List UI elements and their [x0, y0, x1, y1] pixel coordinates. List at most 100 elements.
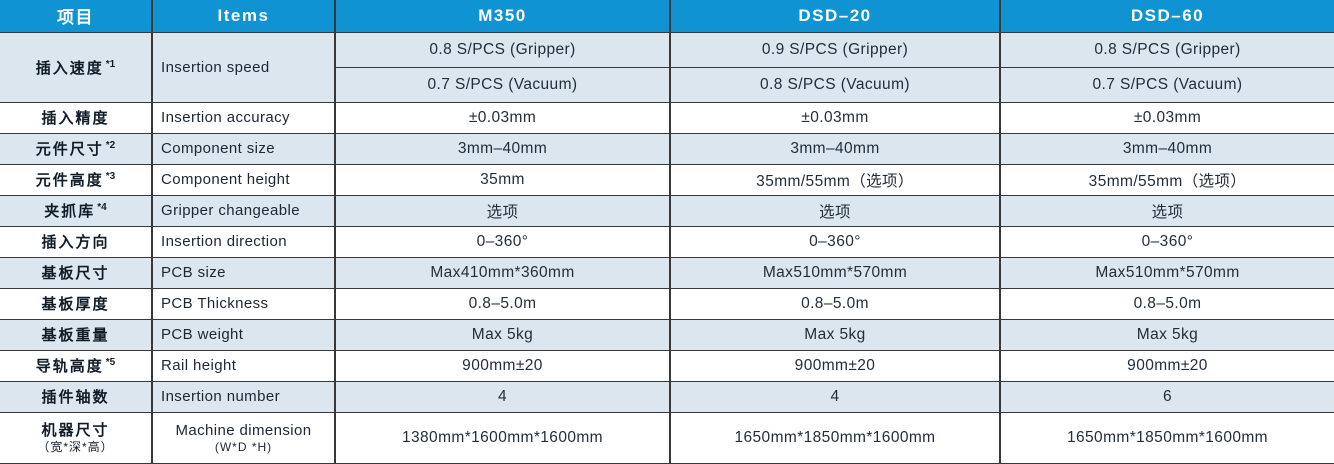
value-cell: 35mm/55mm（选项）	[669, 163, 1001, 196]
spec-row: 基板尺寸 PCB size Max410mm*360mm Max510mm*570mm…	[0, 256, 1334, 289]
value-cell: ±0.03mm	[669, 101, 1001, 134]
value-cell: 3mm–40mm	[669, 132, 1001, 165]
value-cell: 900mm±20	[669, 349, 1001, 382]
item-zh-cell: 夹抓库 *4	[0, 194, 153, 227]
value-cell: 0.9 S/PCS (Gripper)	[669, 31, 1001, 68]
value-cell: 0.8 S/PCS (Vacuum)	[669, 66, 1001, 103]
item-zh-cell: 元件高度 *3	[0, 163, 153, 196]
item-zh-cell: 插入速度 *1	[0, 31, 153, 103]
spec-row: 插入方向 Insertion direction 0–360° 0–360° 0–360…	[0, 225, 1334, 258]
item-zh-label: 机器尺寸	[41, 421, 110, 439]
spec-row: 夹抓库 *4 Gripper changeable 选项 选项 选项	[0, 194, 1334, 227]
item-zh-label: 插件轴数	[41, 389, 110, 406]
header-row: 项目 Items M350 DSD–20 DSD–60	[0, 0, 1334, 33]
value-cell: 3mm–40mm	[999, 132, 1334, 165]
spec-row: 0.7 S/PCS (Vacuum) 0.8 S/PCS (Vacuum) 0.7 …	[0, 66, 1334, 103]
value-cell: Max 5kg	[999, 318, 1334, 351]
item-en-label: Machine dimension	[175, 421, 312, 439]
item-zh-cell: 基板厚度	[0, 287, 153, 320]
item-en-cell: Rail height	[151, 349, 336, 382]
spec-row: 插入速度 *1 Insertion speed 0.8 S/PCS (Gripper)…	[0, 31, 1334, 103]
value-cell: 选项	[999, 194, 1334, 227]
value-cell: Max 5kg	[669, 318, 1001, 351]
item-en-cell: PCB size	[151, 256, 336, 289]
value-cell: 0.8 S/PCS (Gripper)	[999, 31, 1334, 68]
item-zh-cell: 插件轴数	[0, 380, 153, 413]
item-en-cell: Insertion accuracy	[151, 101, 336, 134]
item-en-cell: Insertion speed	[151, 31, 336, 103]
item-zh-label: 插入速度	[35, 59, 104, 77]
value-cell: 0.8–5.0m	[334, 287, 671, 320]
value-cell: 900mm±20	[999, 349, 1334, 382]
spec-row: 基板厚度 PCB Thickness 0.8–5.0m 0.8–5.0m 0.8–5.0…	[0, 287, 1334, 320]
item-en-cell: Insertion direction	[151, 225, 336, 258]
item-zh-cell: 基板重量	[0, 318, 153, 351]
value-cell: Max410mm*360mm	[334, 256, 671, 289]
value-cell: Max510mm*570mm	[669, 256, 1001, 289]
footnote-marker: *3	[105, 171, 116, 182]
value-cell: 0–360°	[334, 225, 671, 258]
item-zh-label: 基板重量	[41, 327, 110, 344]
item-en-cell: Gripper changeable	[151, 194, 336, 227]
model-column-header: DSD–20	[669, 0, 1001, 33]
item-zh-cell: 元件尺寸 *2	[0, 132, 153, 165]
value-cell: 4	[334, 380, 671, 413]
item-en-cell: Component height	[151, 163, 336, 196]
model-column-header: DSD–60	[999, 0, 1334, 33]
value-cell: Max510mm*570mm	[999, 256, 1334, 289]
footnote-marker: *1	[105, 58, 116, 70]
item-en-cell: PCB Thickness	[151, 287, 336, 320]
item-en-cell: PCB weight	[151, 318, 336, 351]
value-cell: 0.7 S/PCS (Vacuum)	[334, 66, 671, 103]
value-cell: 0.7 S/PCS (Vacuum)	[999, 66, 1334, 103]
value-cell: ±0.03mm	[999, 101, 1334, 134]
footnote-marker: *2	[105, 140, 116, 151]
spec-row: 插入精度 Insertion accuracy ±0.03mm ±0.03mm ±0.0…	[0, 101, 1334, 134]
value-cell: 0–360°	[669, 225, 1001, 258]
value-cell: 0.8–5.0m	[669, 287, 1001, 320]
spec-row: 插件轴数 Insertion number 4 4 6	[0, 380, 1334, 413]
item-zh-label: 元件高度	[35, 172, 104, 189]
model-column-header: M350	[334, 0, 671, 33]
value-cell: 35mm	[334, 163, 671, 196]
value-cell: 3mm–40mm	[334, 132, 671, 165]
item-zh-label: 基板厚度	[41, 296, 110, 313]
value-cell: 0.8 S/PCS (Gripper)	[334, 31, 671, 68]
value-cell: 1650mm*1850mm*1600mm	[669, 411, 1001, 464]
item-zh-cell: 机器尺寸 （宽*深*高）	[0, 411, 153, 464]
item-en-cell: Insertion number	[151, 380, 336, 413]
value-cell: ±0.03mm	[334, 101, 671, 134]
item-zh-label: 元件尺寸	[35, 141, 104, 158]
item-zh-label: 基板尺寸	[41, 265, 110, 282]
item-zh-cell: 导轨高度 *5	[0, 349, 153, 382]
item-zh-label: 导轨高度	[35, 358, 104, 375]
value-cell: 0–360°	[999, 225, 1334, 258]
item-zh-sublabel: （宽*深*高）	[37, 439, 114, 454]
footnote-marker: *5	[105, 357, 116, 368]
value-cell: 900mm±20	[334, 349, 671, 382]
spec-row: 基板重量 PCB weight Max 5kg Max 5kg Max 5kg	[0, 318, 1334, 351]
value-cell: Max 5kg	[334, 318, 671, 351]
spec-table-body: 插入速度 *1 Insertion speed 0.8 S/PCS (Gripper)…	[0, 31, 1334, 464]
value-cell: 1380mm*1600mm*1600mm	[334, 411, 671, 464]
item-zh-label: 插入方向	[41, 234, 110, 251]
value-cell: 6	[999, 380, 1334, 413]
value-cell: 1650mm*1850mm*1600mm	[999, 411, 1334, 464]
spec-row: 机器尺寸 （宽*深*高） Machine dimension (W*D *H) 1380…	[0, 411, 1334, 464]
item-zh-label: 夹抓库	[44, 203, 96, 220]
item-zh-cell: 插入精度	[0, 101, 153, 134]
item-en-cell: Machine dimension (W*D *H)	[151, 411, 336, 464]
value-cell: 0.8–5.0m	[999, 287, 1334, 320]
value-cell: 4	[669, 380, 1001, 413]
header-item-en: Items	[151, 0, 336, 33]
item-zh-cell: 插入方向	[0, 225, 153, 258]
value-cell: 选项	[334, 194, 671, 227]
spec-row: 元件高度 *3 Component height 35mm 35mm/55mm（选项） 3…	[0, 163, 1334, 196]
item-zh-cell: 基板尺寸	[0, 256, 153, 289]
item-zh-label: 插入精度	[41, 110, 110, 127]
footnote-marker: *4	[97, 202, 107, 213]
header-item-zh: 项目	[0, 0, 153, 33]
item-en-sublabel: (W*D *H)	[214, 439, 273, 454]
